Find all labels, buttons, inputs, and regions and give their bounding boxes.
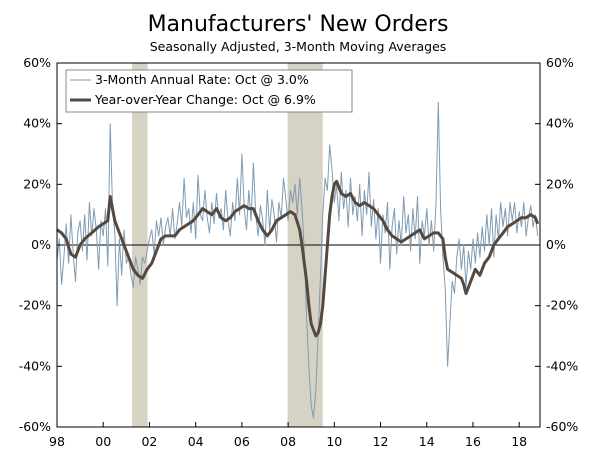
- x-tick-label: 00: [95, 434, 111, 449]
- x-axis: 98 00 02 04 06 08 10 12 14 16 18: [49, 422, 527, 449]
- series-lines: [56, 101, 540, 419]
- y-tick-label-left: -40%: [19, 358, 51, 373]
- y-tick-label-left: 60%: [23, 55, 51, 70]
- y-tick-label-left: -60%: [19, 419, 51, 434]
- y-tick-label-right: -40%: [546, 358, 578, 373]
- y-tick-label-left: 20%: [23, 176, 51, 191]
- legend: 3-Month Annual Rate: Oct @ 3.0% Year-ove…: [65, 69, 353, 113]
- y-tick-label-right: -60%: [546, 419, 578, 434]
- x-tick-label: 18: [511, 434, 527, 449]
- y-tick-label-right: 40%: [546, 116, 574, 131]
- chart-subtitle: Seasonally Adjusted, 3-Month Moving Aver…: [150, 39, 447, 54]
- y-tick-label-right: 60%: [546, 55, 574, 70]
- y-tick-label-left: -20%: [19, 298, 51, 313]
- x-tick-label: 14: [419, 434, 435, 449]
- y-axis-left: 60% 40% 20% 0% -20% -40% -60%: [19, 55, 62, 434]
- x-tick-label: 12: [373, 434, 389, 449]
- x-tick-label: 10: [326, 434, 342, 449]
- x-tick-label: 02: [141, 434, 157, 449]
- series-line-1: [56, 179, 540, 338]
- y-tick-label-left: 40%: [23, 116, 51, 131]
- y-tick-label-right: 20%: [546, 176, 574, 191]
- series-line-0: [56, 101, 539, 419]
- x-tick-label: 06: [234, 434, 250, 449]
- chart-title: Manufacturers' New Orders: [148, 12, 449, 37]
- legend-label-annual-rate: 3-Month Annual Rate: Oct @ 3.0%: [95, 72, 309, 87]
- y-tick-label-right: -20%: [546, 298, 578, 313]
- x-tick-label: 04: [188, 434, 204, 449]
- legend-box: [65, 69, 353, 113]
- y-axis-right: 60% 40% 20% 0% -20% -40% -60%: [535, 55, 578, 434]
- x-tick-label: 08: [280, 434, 296, 449]
- x-tick-label: 16: [465, 434, 481, 449]
- y-tick-label-left: 0%: [31, 237, 51, 252]
- legend-label-yoy-change: Year-over-Year Change: Oct @ 6.9%: [94, 92, 316, 107]
- x-tick-label: 98: [49, 434, 65, 449]
- y-tick-label-right: 0%: [546, 237, 566, 252]
